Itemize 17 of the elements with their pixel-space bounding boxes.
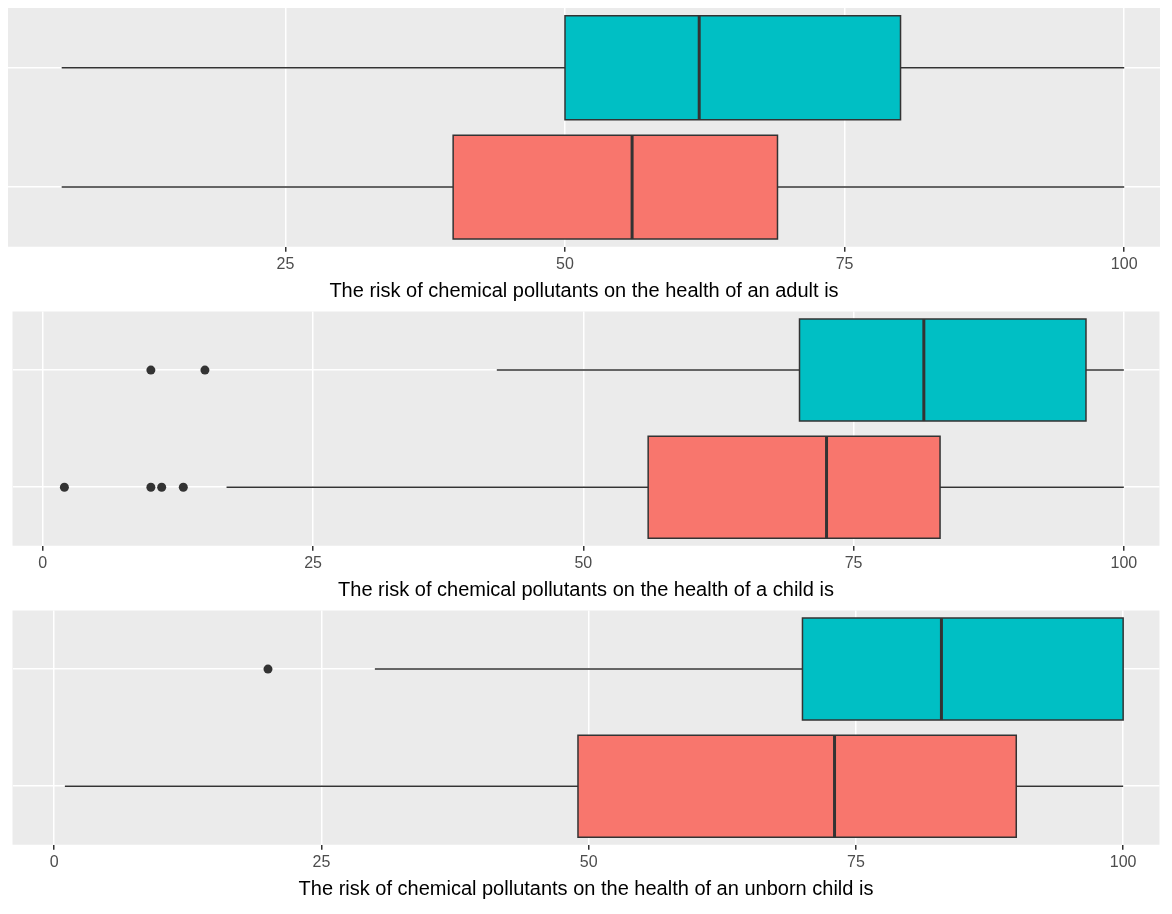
x-tick-label: 75	[835, 254, 854, 272]
x-tick-label: 75	[847, 852, 865, 870]
x-axis-title: The risk of chemical pollutants on the health of an unborn child is	[298, 876, 874, 899]
x-tick-label: 100	[1110, 553, 1138, 571]
x-tick-label: 75	[844, 553, 863, 571]
x-tick-label: 50	[574, 553, 593, 571]
x-tick-label: 50	[579, 852, 598, 870]
x-tick-label: 100	[1110, 254, 1138, 272]
x-tick-label: 0	[38, 553, 48, 571]
x-tick-label: 25	[276, 254, 295, 272]
x-axis-title: The risk of chemical pollutants on the health of an adult is	[329, 278, 839, 301]
x-tick-label: 25	[312, 852, 331, 870]
x-tick-label: 0	[49, 852, 59, 870]
x-tick-label: 100	[1109, 852, 1137, 870]
x-axis-title: The risk of chemical pollutants on the health of a child is	[338, 577, 834, 600]
x-tick-label: 25	[304, 553, 323, 571]
x-tick-label: 50	[556, 254, 574, 272]
